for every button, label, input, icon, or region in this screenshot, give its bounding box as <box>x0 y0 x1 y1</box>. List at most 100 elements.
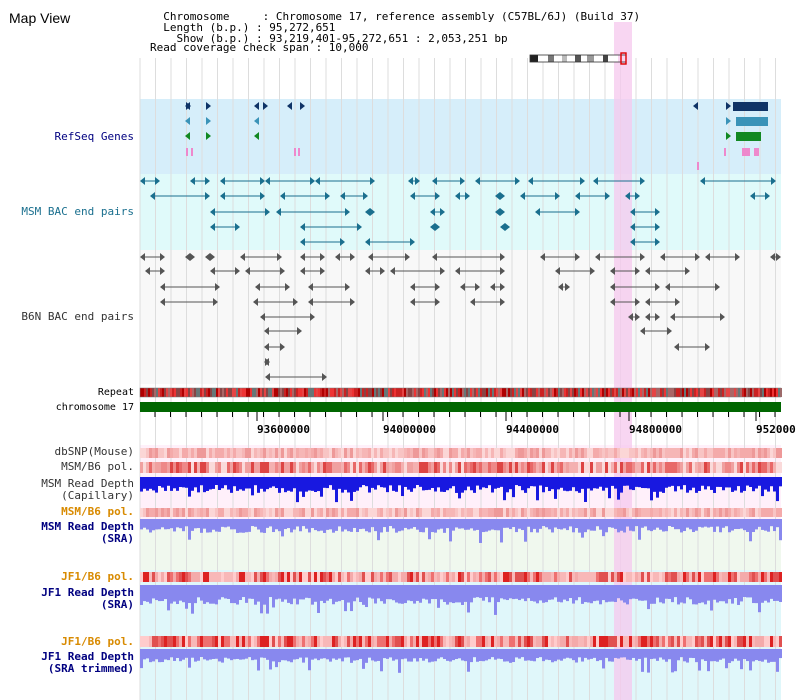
jf1-depth-sra-bar <box>470 585 473 603</box>
gene-marker <box>724 148 726 156</box>
msm-b6-pol-cell <box>608 462 611 473</box>
jf1-depth-trim-bar <box>635 649 638 661</box>
repeat-segment <box>574 388 576 397</box>
axis-tick-label: 94400000 <box>506 423 559 436</box>
jf1-depth-sra-bar <box>290 585 293 605</box>
msm-b6-pol-cell <box>452 462 455 473</box>
msm-b6-pol-cell <box>701 508 704 517</box>
jf1-b6-pol-cell <box>539 636 542 647</box>
msm-b6-pol-cell <box>308 508 311 517</box>
jf1-b6-pol-cell <box>314 572 317 582</box>
msm-bac-pair-end <box>205 177 210 185</box>
msm-b6-pol-cell <box>350 508 353 517</box>
jf1-b6-pol-cell <box>245 636 248 647</box>
jf1-depth-trim-bar <box>731 649 734 662</box>
jf1-depth-trim-bar <box>164 649 167 660</box>
repeat-segment <box>760 388 762 397</box>
repeat-segment <box>440 388 442 397</box>
jf1-depth-sra-bar <box>338 585 341 602</box>
jf1-b6-pol-cell <box>452 636 455 647</box>
repeat-segment <box>352 388 354 397</box>
gene-marker <box>742 148 750 156</box>
repeat-segment <box>340 388 342 397</box>
jf1-b6-pol-cell <box>227 572 230 582</box>
msm-b6-pol-cell <box>329 462 332 473</box>
jf1-b6-pol-cell <box>509 636 512 647</box>
repeat-segment <box>218 388 220 397</box>
jf1-depth-sra-bar <box>539 585 542 601</box>
repeat-segment <box>530 388 532 397</box>
jf1-b6-pol-cell <box>599 636 602 647</box>
jf1-b6-pol-cell <box>656 572 659 582</box>
repeat-segment <box>706 388 708 397</box>
msm-depth-cap-bar <box>695 477 698 493</box>
msm-depth-sra-bar <box>263 519 266 533</box>
jf1-depth-sra-bar <box>710 585 713 611</box>
jf1-depth-sra-bar <box>329 585 332 599</box>
msm-b6-pol-cell <box>764 462 767 473</box>
msm-bac-pair-end <box>625 192 630 200</box>
msm-b6-pol-cell <box>770 508 773 517</box>
repeat-segment <box>552 388 554 397</box>
jf1-b6-pol-cell <box>362 572 365 582</box>
jf1-depth-trim-bar <box>449 649 452 662</box>
msm-depth-sra-bar <box>710 519 713 527</box>
track-label-refseq[interactable]: RefSeq Genes <box>54 130 134 143</box>
msm-depth-cap-bar <box>719 477 722 487</box>
jf1-depth-sra-bar <box>527 585 530 599</box>
jf1-b6-pol-cell <box>260 636 263 647</box>
jf1-depth-trim-bar <box>503 649 506 662</box>
repeat-segment <box>410 388 412 397</box>
msm-depth-cap-bar <box>488 477 491 486</box>
jf1-b6-pol-cell <box>281 636 284 647</box>
dbsnp-cell <box>506 448 509 458</box>
dbsnp-cell <box>575 448 578 458</box>
jf1-b6-pol-cell <box>191 636 194 647</box>
msm-depth-cap-bar <box>761 477 764 497</box>
repeat-segment <box>546 388 548 397</box>
dbsnp-cell <box>590 448 593 458</box>
repeat-segment <box>398 388 400 397</box>
jf1-depth-sra-bar <box>386 585 389 600</box>
msm-depth-sra-bar <box>650 519 653 532</box>
msm-depth-sra-bar <box>236 519 239 533</box>
jf1-b6-pol-cell <box>437 572 440 582</box>
repeat-segment <box>226 388 228 397</box>
track-label-msm-bac[interactable]: MSM BAC end pairs <box>21 205 134 218</box>
repeat-segment <box>390 388 392 397</box>
jf1-depth-sra-bar <box>296 585 299 605</box>
jf1-depth-sra-bar <box>419 585 422 603</box>
jf1-depth-sra-bar <box>692 585 695 605</box>
msm-b6-pol-cell <box>755 462 758 473</box>
jf1-depth-trim-bar <box>566 649 569 658</box>
msm-bac-pair-end <box>655 208 660 216</box>
jf1-b6-pol-cell <box>254 572 257 582</box>
jf1-depth-trim-bar <box>668 649 671 660</box>
msm-bac-pair-end <box>655 238 660 246</box>
track-label-b6n-bac[interactable]: B6N BAC end pairs <box>21 310 134 323</box>
dbsnp-cell <box>197 448 200 458</box>
msm-depth-sra-bar <box>539 519 542 529</box>
jf1-depth-sra-bar <box>632 585 635 599</box>
jf1-b6-pol-cell <box>773 636 776 647</box>
dbsnp-cell <box>779 448 782 458</box>
msm-bac-pair-end <box>495 192 500 200</box>
jf1-b6-pol-cell <box>161 636 164 647</box>
jf1-depth-trim-bar <box>431 649 434 662</box>
msm-depth-sra-bar <box>659 519 662 530</box>
jf1-depth-sra-bar <box>491 585 494 598</box>
b6n-bac-pair-end <box>640 253 645 261</box>
jf1-b6-pol-cell <box>278 636 281 647</box>
b6n-bac-pair-end <box>308 298 313 306</box>
msm-depth-cap-bar <box>515 477 518 486</box>
msm-b6-pol-cell <box>272 462 275 473</box>
msm-depth-sra-bar <box>164 519 167 530</box>
msm-b6-pol-cell <box>497 462 500 473</box>
dbsnp-cell <box>470 448 473 458</box>
repeat-segment <box>376 388 378 397</box>
dbsnp-cell <box>311 448 314 458</box>
jf1-depth-sra-bar <box>287 585 290 603</box>
msm-depth-cap-bar <box>218 477 221 490</box>
jf1-b6-pol-cell <box>395 636 398 647</box>
